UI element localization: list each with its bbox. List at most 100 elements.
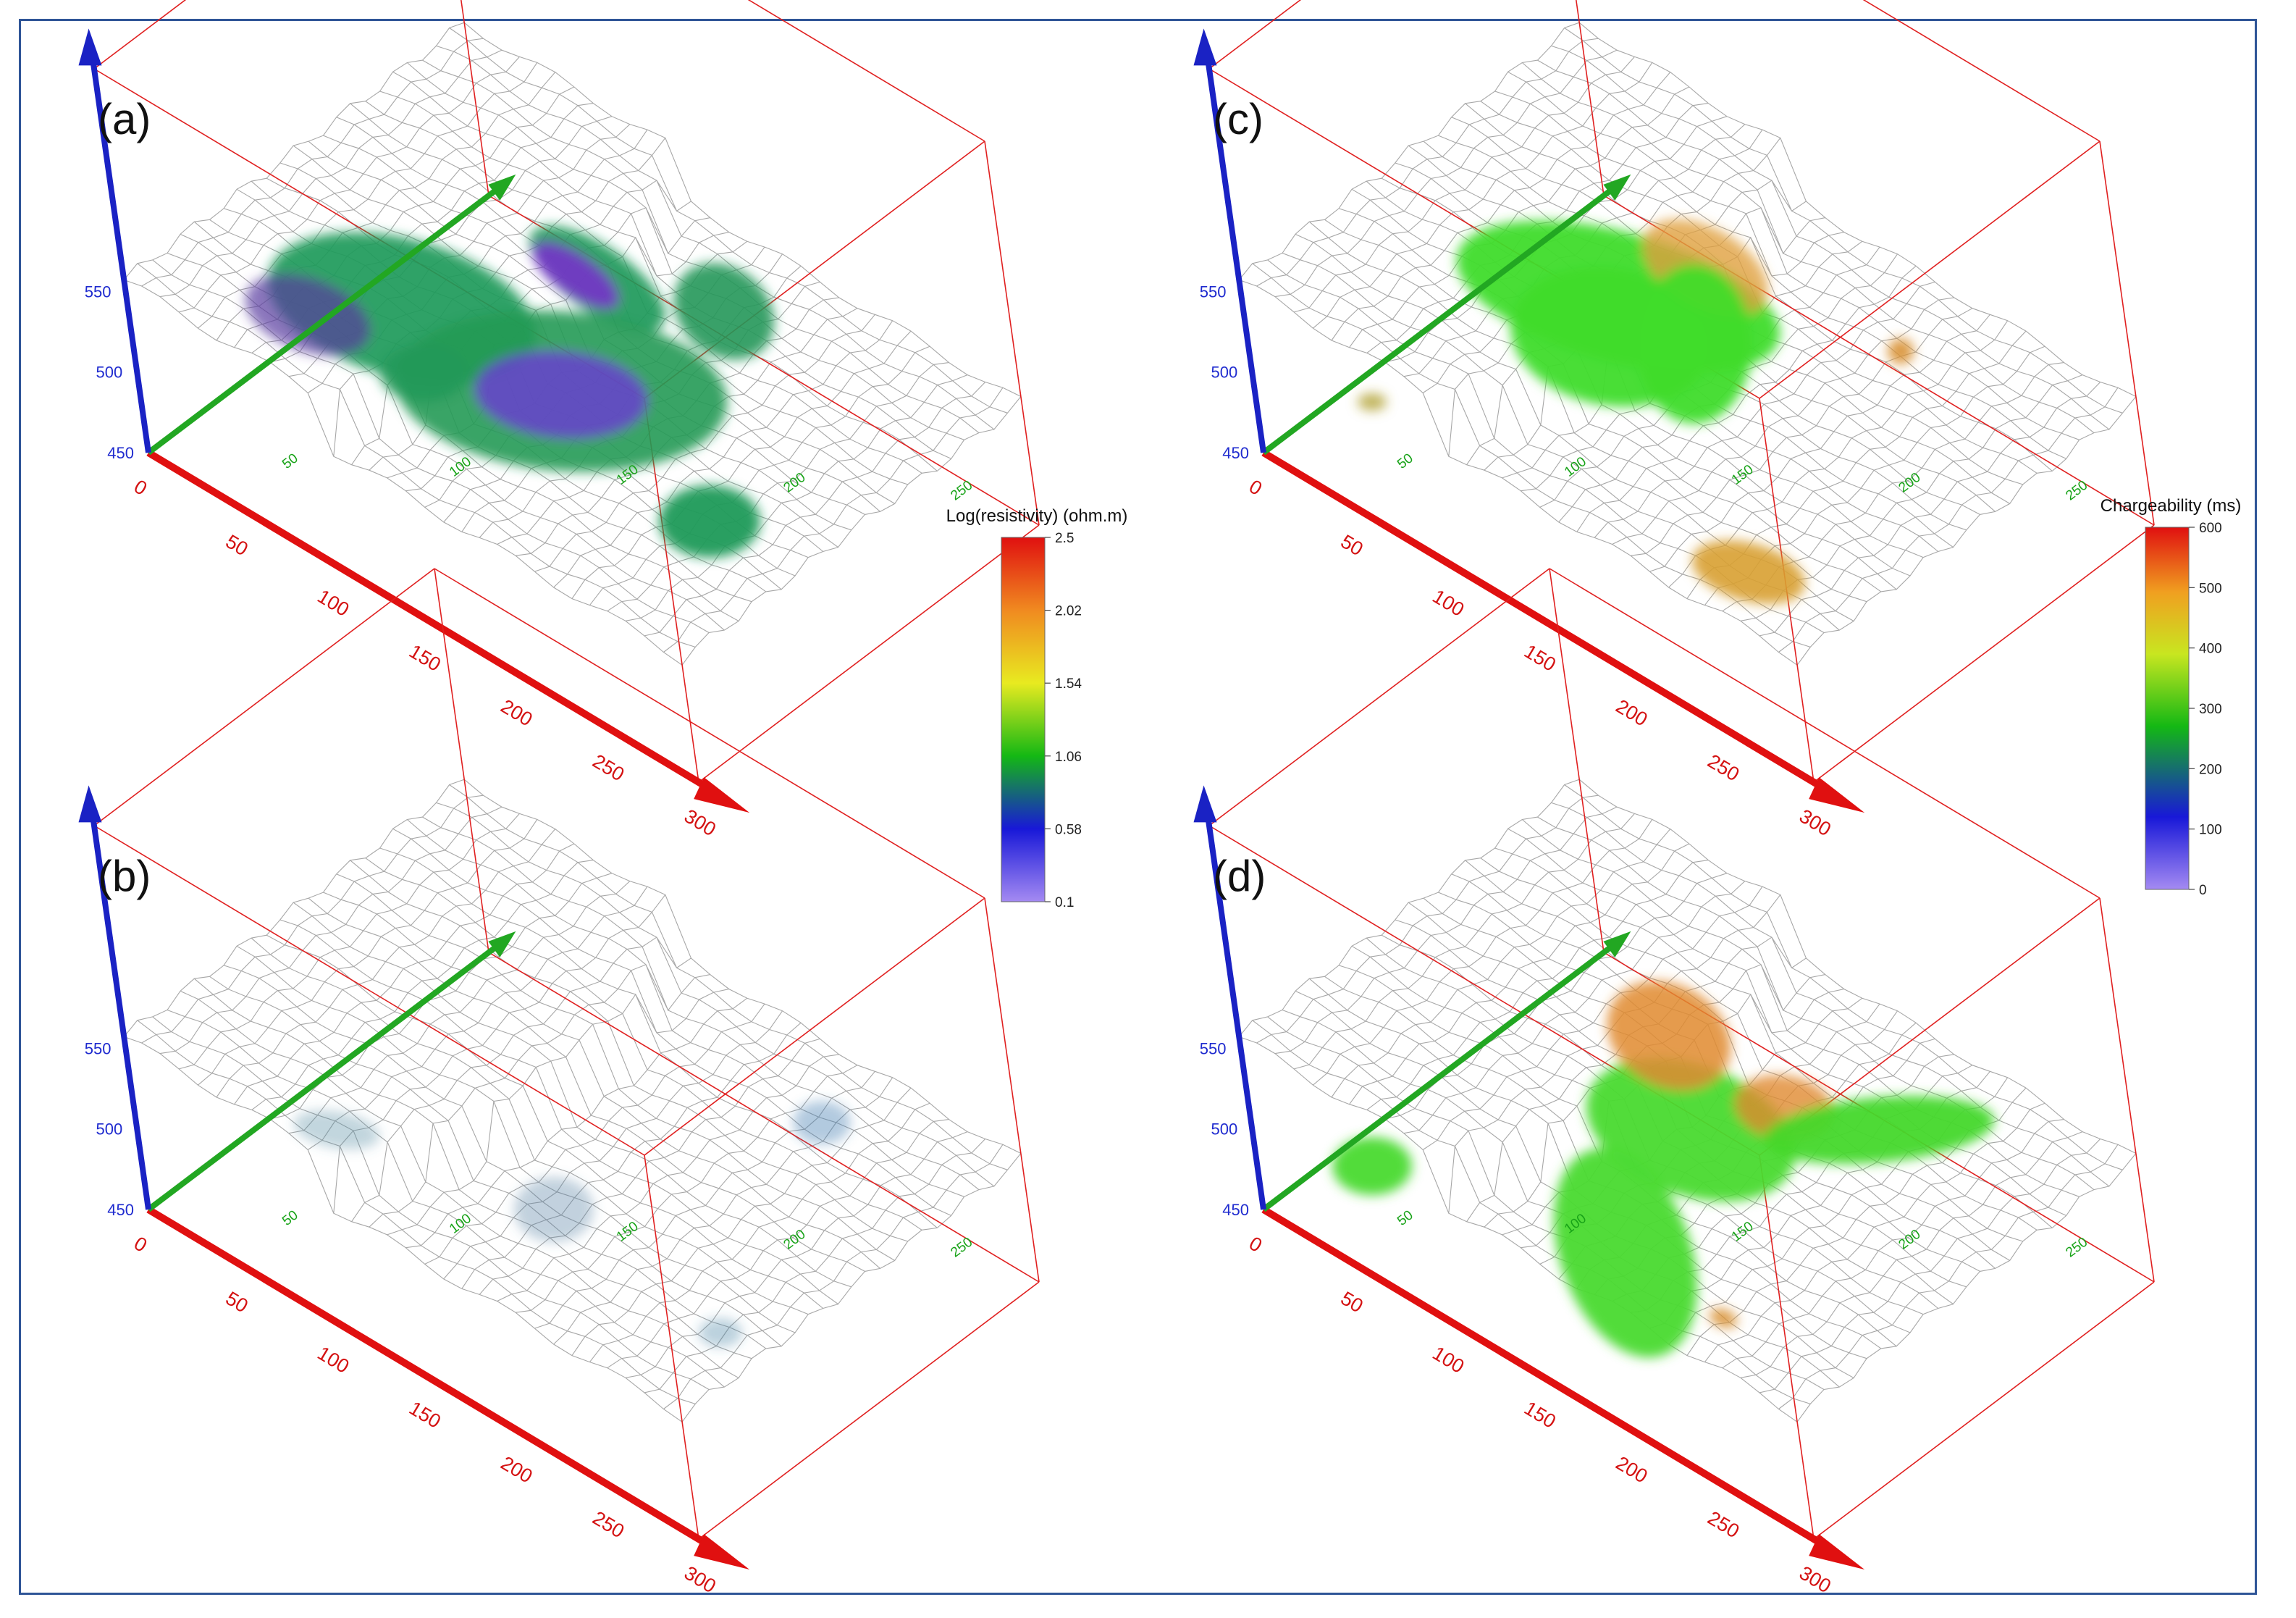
box-edge <box>1862 0 2101 142</box>
box-edge <box>1813 1281 2155 1540</box>
mesh-line <box>198 819 538 1086</box>
colorbar-tick-label: 2.02 <box>1055 604 1082 619</box>
mesh-line <box>123 779 465 1037</box>
mesh-line <box>159 49 502 298</box>
colorbar-strip <box>2145 527 2190 890</box>
anomaly-blob <box>659 485 760 558</box>
mesh-line <box>644 382 986 637</box>
x-tick-label: 250 <box>589 750 628 786</box>
x-axis-arrow <box>1809 1534 1865 1570</box>
z-axis <box>1205 817 1266 1210</box>
x-tick-label: 150 <box>405 640 445 676</box>
z-tick-label: 450 <box>1222 1201 1249 1219</box>
colorbar-tick-label: 0.58 <box>1055 822 1082 837</box>
x-axis-arrow <box>694 777 750 813</box>
colorbar-tick-label: 2.5 <box>1055 531 1074 546</box>
x-tick-label: 100 <box>1429 585 1468 621</box>
z-tick-label: 500 <box>96 364 123 382</box>
mesh-line <box>571 1087 912 1356</box>
anomaly-blob <box>474 351 648 439</box>
box-edge <box>2099 141 2155 526</box>
x-tick-label: 200 <box>1612 1452 1652 1488</box>
mesh-line <box>1722 1119 2064 1369</box>
box-edge <box>2099 897 2155 1283</box>
y-axis-arrow <box>1603 931 1631 957</box>
x-tick-label: 100 <box>314 1342 353 1378</box>
y-axis-arrow <box>488 931 516 957</box>
panel-3: 0 50 100 150 200 250 300 50 100 150 200 250 450 500 55… <box>1193 0 2155 840</box>
colorbar-tick-label: 0.1 <box>1055 895 1074 910</box>
mesh-line <box>571 330 912 599</box>
y-tick-label: 150 <box>1729 1219 1757 1245</box>
mesh-line <box>1759 382 2101 637</box>
y-tick-label: 250 <box>2063 1235 2090 1261</box>
x-tick-label: 300 <box>1796 805 1835 840</box>
x-tick-label: 50 <box>222 1287 252 1317</box>
mesh-line <box>251 860 594 1110</box>
colorbar-chargeability: Chargeability (ms) 600 500 400 300 200 100 0 <box>2101 496 2242 898</box>
colorbar-tick-label: 300 <box>2199 702 2222 717</box>
colorbar-tick-label: 600 <box>2199 521 2222 536</box>
z-tick-label: 550 <box>1200 1039 1227 1057</box>
colorbar-strip <box>1001 537 1046 902</box>
x-tick-label: 300 <box>681 805 720 840</box>
mesh-line <box>1293 56 1635 313</box>
colorbar-tick-label: 500 <box>2199 581 2222 596</box>
z-tick-label: 450 <box>107 444 134 462</box>
mesh-line <box>663 1144 1004 1409</box>
x-axis <box>146 449 712 792</box>
z-axis-arrow <box>78 28 102 66</box>
box-edge <box>434 568 489 953</box>
panel-label: (b) <box>98 852 151 900</box>
mesh-line <box>1238 22 1580 280</box>
x-tick-label: 100 <box>314 585 353 621</box>
colorbar-tick-label: 100 <box>2199 823 2222 838</box>
box-edge <box>644 897 985 1156</box>
box-edge <box>644 1154 699 1540</box>
colorbar-tick-label: 1.54 <box>1055 676 1082 692</box>
mesh-line <box>159 806 502 1055</box>
mesh-line <box>1331 72 1671 341</box>
mesh-line <box>1349 843 1690 1105</box>
colorbar-tick-label: 400 <box>2199 642 2222 657</box>
mesh-line <box>1594 281 1935 538</box>
y-tick-label: 200 <box>1896 1227 1924 1253</box>
mesh-line <box>1576 265 1917 532</box>
z-tick-label: 500 <box>1211 364 1238 382</box>
anomaly-blob <box>1888 338 1914 364</box>
y-tick-label: 250 <box>2063 478 2090 504</box>
panel-label: (d) <box>1213 852 1266 900</box>
colorbar-resistivity: Log(resistivity) (ohm.m) 2.5 2.02 1.54 1.06 0… <box>946 506 1128 910</box>
box-edge <box>1208 568 1550 826</box>
y-axis <box>146 944 497 1212</box>
anomaly-volumes <box>245 225 775 558</box>
box-edge <box>1759 141 2101 399</box>
box-edge <box>460 0 489 196</box>
y-tick-label: 50 <box>279 1207 301 1228</box>
bounding-box <box>93 568 1040 1540</box>
x-tick-label: 250 <box>1704 750 1743 786</box>
mesh-line <box>1649 314 1990 572</box>
x-tick-label: 250 <box>1704 1507 1743 1543</box>
colorbar-title: Chargeability (ms) <box>2101 496 2242 516</box>
mesh-line <box>1331 829 1671 1098</box>
y-tick-label: 250 <box>948 1235 975 1261</box>
mesh-line <box>141 38 484 287</box>
box-edge <box>434 568 985 899</box>
x-tick-label: 150 <box>1521 640 1560 676</box>
y-tick-label: 200 <box>1896 470 1924 496</box>
x-axis <box>1261 449 1827 792</box>
y-tick-label: 200 <box>781 470 809 496</box>
anomaly-volumes <box>293 1101 851 1347</box>
anomaly-blob <box>514 1177 594 1242</box>
mesh-line <box>1759 1139 2101 1393</box>
anomaly-blob <box>1554 1148 1697 1358</box>
mesh-line <box>607 362 949 612</box>
box-edge <box>698 524 1040 783</box>
box-edge <box>1813 524 2155 783</box>
mesh-line <box>1349 86 1690 348</box>
x-axis-arrow <box>694 1534 750 1570</box>
panel-label: (a) <box>98 95 151 143</box>
